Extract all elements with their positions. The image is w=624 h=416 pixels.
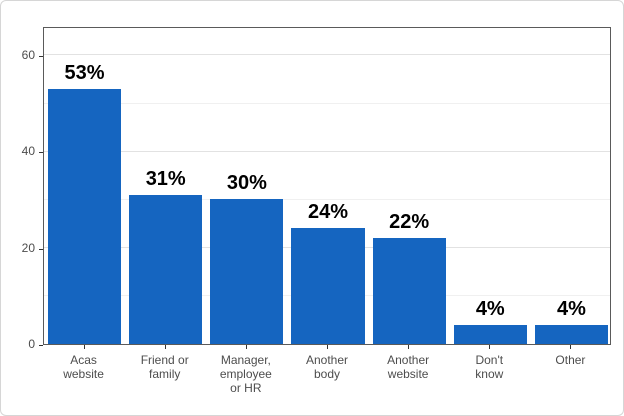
bar <box>291 228 365 344</box>
x-tick-label: Friend or family <box>140 353 189 381</box>
x-tick-label: Other <box>555 353 586 367</box>
plot-panel: 53% 31% 30% 24% 22% 4% 4% <box>43 27 611 345</box>
bar-value-label: 30% <box>226 172 267 195</box>
x-tick-mark <box>327 345 328 349</box>
y-tick-label: 40 <box>21 144 35 159</box>
x-tick-mark <box>408 345 410 349</box>
x-tick-mark <box>164 345 166 349</box>
x-tick-mark <box>83 345 85 349</box>
x-tick-mark <box>570 345 572 349</box>
bar-value-label: 31% <box>145 167 186 190</box>
y-tick-mark <box>39 248 43 250</box>
y-tick-mark <box>39 55 43 57</box>
y-tick-mark <box>39 345 43 346</box>
gridline-minor <box>44 198 610 200</box>
bar <box>372 238 446 344</box>
bar <box>210 199 284 344</box>
x-tick-label: Acas website <box>63 353 104 381</box>
bar <box>129 194 203 344</box>
bar-value-label: 24% <box>307 201 348 224</box>
bar <box>48 88 122 344</box>
x-tick-label: Another website <box>387 353 430 381</box>
y-tick-mark <box>39 152 43 154</box>
bar <box>534 324 608 344</box>
x-tick-mark <box>489 345 491 349</box>
bar-value-label: 4% <box>475 297 505 320</box>
y-tick-label: 0 <box>28 337 35 351</box>
x-tick-mark <box>245 345 247 349</box>
x-tick-label: Another body <box>305 353 348 381</box>
gridline-major <box>44 150 610 152</box>
bar <box>453 324 527 344</box>
y-tick-label: 60 <box>21 47 35 62</box>
x-tick-label: Manager, employee or HR <box>219 353 272 395</box>
bar-value-label: 53% <box>64 61 105 84</box>
bar-value-label: 22% <box>389 211 430 233</box>
bar-value-label: 4% <box>556 297 586 320</box>
y-tick-label: 20 <box>21 240 35 255</box>
x-tick-label: Don't know <box>475 353 504 381</box>
gridline-minor <box>44 102 610 104</box>
gridline-major <box>44 54 610 56</box>
